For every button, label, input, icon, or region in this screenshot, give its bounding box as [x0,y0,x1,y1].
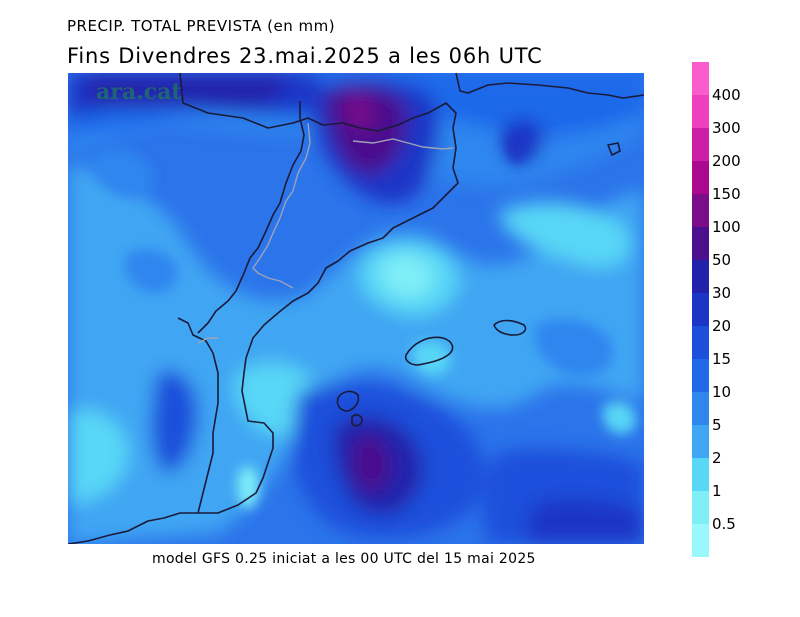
legend-swatch [692,326,709,359]
map-subtitle: Fins Divendres 23.mai.2025 a les 06h UTC [67,44,543,68]
legend-swatch [692,227,709,260]
legend-swatch [692,524,709,557]
legend-label: 0.5 [712,515,736,533]
legend-swatch [692,161,709,194]
legend-label: 1 [712,482,722,500]
legend-label: 300 [712,119,741,137]
legend-label: 30 [712,284,732,302]
legend-label: 200 [712,152,741,170]
precipitation-map [68,73,644,544]
legend-label: 50 [712,251,732,269]
legend-swatch [692,194,709,227]
legend-swatch [692,293,709,326]
legend-label: 2 [712,449,722,467]
model-caption: model GFS 0.25 iniciat a les 00 UTC del … [152,551,536,567]
precip-detail [94,132,637,509]
watermark-logo: ara.cat [96,79,182,105]
legend-swatch [692,458,709,491]
precip-field [68,73,644,544]
legend-swatch [692,425,709,458]
coastlines [68,73,644,544]
legend-label: 10 [712,383,732,401]
legend-label: 5 [712,416,722,434]
legend-swatch [692,392,709,425]
legend-swatch-top [692,62,709,95]
legend-label: 20 [712,317,732,335]
legend-label: 100 [712,218,741,236]
legend-swatch [692,95,709,128]
legend-swatch [692,128,709,161]
legend-swatch [692,260,709,293]
region-borders [197,122,454,344]
precipitation-legend: 0.5 1 2 5 10 15 20 30 50 100 150 200 300 400 [692,62,741,557]
legend-label: 15 [712,350,732,368]
map-title: PRECIP. TOTAL PREVISTA (en mm) [67,17,336,35]
legend-swatch [692,491,709,524]
legend-swatch [692,359,709,392]
legend-label: 150 [712,185,741,203]
legend-label: 400 [712,86,741,104]
